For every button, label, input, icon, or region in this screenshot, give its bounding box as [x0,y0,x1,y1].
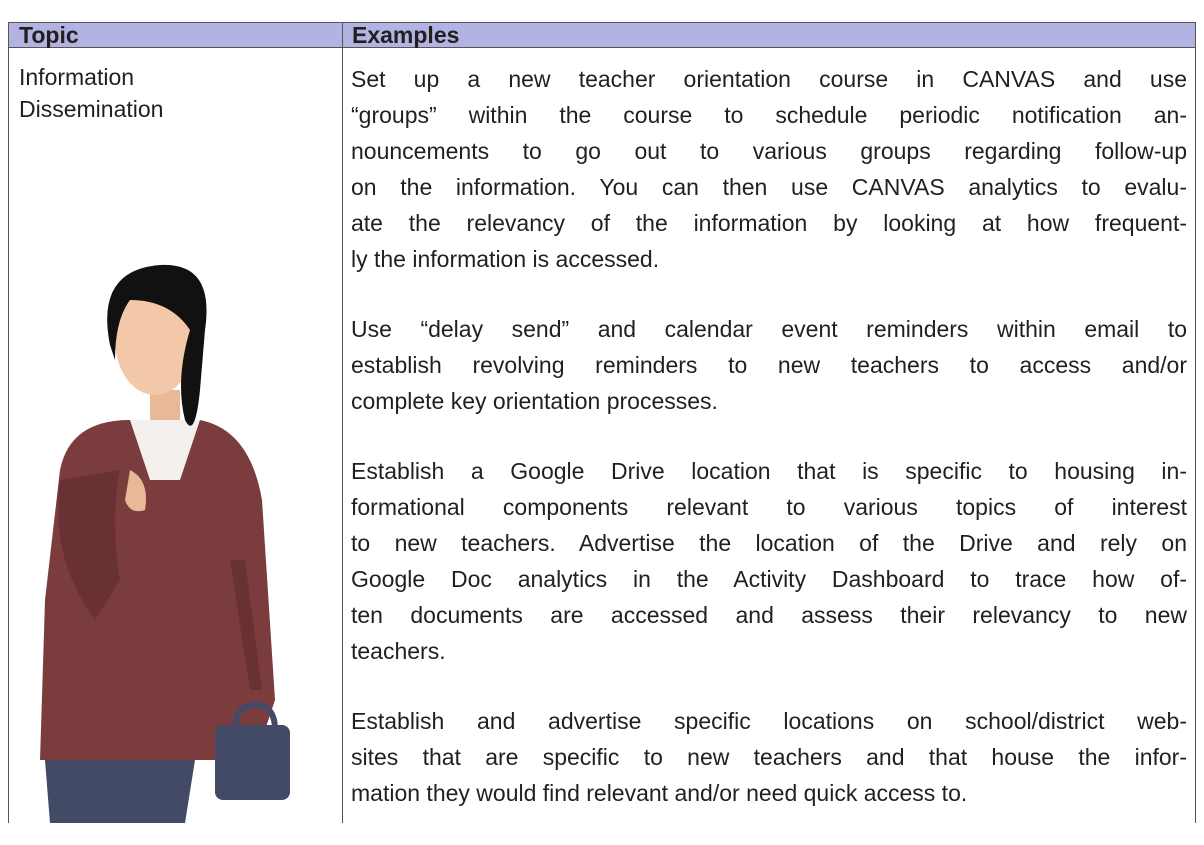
hair [107,264,207,426]
text-line: ly the information is accessed. [351,246,660,272]
text-line: sites that are specific to new teachers … [351,744,1187,770]
arm [58,470,120,620]
text-line: “groups” within the course to schedule p… [351,102,1187,128]
text-line: to new teachers. Advertise the location … [351,530,1187,556]
paragraph: Set up a new teacher orientation course … [351,61,1187,277]
examples-cell: Set up a new teacher orientation course … [351,61,1187,845]
header-cell: Examples [342,23,1195,48]
text-line: establish revolving reminders to new tea… [351,352,1187,378]
text-line: Establish a Google Drive location that i… [351,458,1187,484]
text-line: formational components relevant to vario… [351,494,1187,520]
topic-cell: Information Dissemination [19,61,163,125]
text-line: nouncements to go out to various groups … [351,138,1187,164]
shirt [130,420,200,480]
text-line: teachers. [351,638,446,664]
text-line: ate the relevancy of the information by … [351,210,1187,236]
paragraph: Use “delay send” and calendar event remi… [351,311,1187,419]
paragraph: Establish a Google Drive location that i… [351,453,1187,669]
text-line: complete key orientation processes. [351,388,718,414]
column-divider [342,23,343,823]
text-line: Use “delay send” and calendar event remi… [351,316,1187,342]
page: Topic Examples Information Dissemination … [8,22,1196,823]
arm [230,560,262,690]
text-line: on the information. You can then use CAN… [351,174,1187,200]
text-line: Establish and advertise specific locatio… [351,708,1187,734]
paragraph: Establish and advertise specific locatio… [351,703,1187,811]
topic-line: Information [19,64,135,90]
bag-handle [232,701,278,731]
topic-line: Dissemination [19,96,164,122]
text-line: mation they would find relevant and/or n… [351,780,968,806]
text-line: ten documents are accessed and assess th… [351,602,1187,628]
illustration [40,264,290,823]
table: Topic Examples Information Dissemination … [8,22,1196,823]
text-line: Google Doc analytics in the Activity Das… [351,566,1187,592]
pants [45,760,195,823]
hand [125,470,146,512]
text-line: Set up a new teacher orientation course … [351,66,1187,92]
bag [215,725,290,800]
header-cell: Topic [9,23,342,48]
